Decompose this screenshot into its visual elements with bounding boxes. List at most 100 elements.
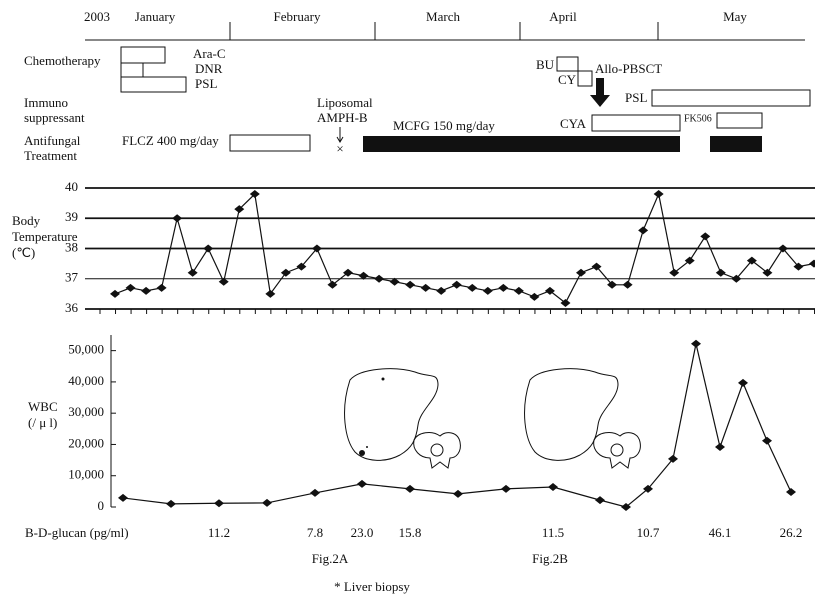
- treatment-box: [592, 115, 680, 131]
- data-point: [453, 490, 463, 498]
- data-point: [265, 290, 275, 298]
- y-tick-label: 40: [65, 179, 78, 194]
- data-point: [498, 284, 508, 292]
- data-point: [436, 287, 446, 295]
- data-point: [118, 494, 128, 502]
- data-point: [467, 284, 477, 292]
- data-point: [691, 340, 701, 348]
- glucan-value: 11.2: [208, 525, 230, 540]
- y-tick-label: 10,000: [68, 467, 104, 482]
- y-tick-label: 50,000: [68, 342, 104, 357]
- footnote: * Liver biopsy: [334, 579, 410, 594]
- drug-label: CYA: [560, 116, 587, 131]
- data-point: [595, 496, 605, 504]
- treatment-box: [121, 63, 143, 77]
- treatment-box: [652, 90, 810, 106]
- biopsy-spot: [382, 378, 385, 381]
- drug-label: DNR: [195, 61, 223, 76]
- data-point: [668, 455, 678, 463]
- y-tick-label: 30,000: [68, 404, 104, 419]
- arrow: [337, 127, 343, 142]
- glucan-value: 26.2: [780, 525, 803, 540]
- glucan-value: 23.0: [351, 525, 374, 540]
- drug-mark: ×: [336, 141, 343, 156]
- data-point: [452, 281, 462, 289]
- treatment-bar: [710, 136, 762, 152]
- y-tick-label: 39: [65, 209, 78, 224]
- data-point: [188, 269, 198, 277]
- treatment-box: [230, 135, 310, 151]
- data-point: [778, 245, 788, 253]
- data-point: [214, 499, 224, 507]
- data-point: [203, 245, 213, 253]
- drug-label: FLCZ 400 mg/day: [122, 133, 219, 148]
- data-point: [262, 499, 272, 507]
- y-axis-label: (℃): [12, 245, 35, 260]
- year: 2003: [84, 9, 110, 24]
- data-point: [809, 260, 815, 268]
- y-axis-label: WBC: [28, 399, 58, 414]
- data-point: [793, 263, 803, 271]
- data-point: [529, 293, 539, 301]
- data-point: [623, 281, 633, 289]
- drug-label: BU: [536, 57, 555, 72]
- row-label: suppressant: [24, 110, 85, 125]
- drug-label: MCFG 150 mg/day: [393, 118, 495, 133]
- data-point: [786, 488, 796, 496]
- figure: 2003 January February March April May Ch…: [0, 0, 815, 597]
- data-point: [548, 483, 558, 491]
- data-point: [762, 437, 772, 445]
- y-tick-label: 0: [98, 498, 105, 513]
- data-point: [715, 443, 725, 451]
- data-point: [514, 287, 524, 295]
- row-label: Antifungal: [24, 133, 81, 148]
- data-point: [738, 379, 748, 387]
- data-point: [638, 226, 648, 234]
- data-point: [296, 263, 306, 271]
- figure-ref: Fig.2A: [312, 551, 349, 566]
- treatment-bar: [363, 136, 680, 152]
- treatment-box: [578, 71, 592, 86]
- drug-label: PSL: [195, 76, 217, 91]
- treatment-box: [717, 113, 762, 128]
- drug-label: AMPH-B: [317, 110, 368, 125]
- data-point: [312, 245, 322, 253]
- drug-label: Allo-PBSCT: [595, 61, 662, 76]
- glucan-value: 10.7: [637, 525, 660, 540]
- data-point: [110, 290, 120, 298]
- month: April: [549, 9, 577, 24]
- y-tick-label: 36: [65, 300, 79, 315]
- month: February: [274, 9, 321, 24]
- data-line: [123, 344, 791, 507]
- y-axis-label: (/ μ l): [28, 415, 57, 430]
- row-label: Chemotherapy: [24, 53, 101, 68]
- data-point: [405, 281, 415, 289]
- data-point: [141, 287, 151, 295]
- data-point: [281, 269, 291, 277]
- data-point: [421, 284, 431, 292]
- data-point: [607, 281, 617, 289]
- data-point: [592, 263, 602, 271]
- y-tick-label: 38: [65, 239, 78, 254]
- month: March: [426, 9, 460, 24]
- month-dividers: [230, 22, 658, 40]
- glucan-label: B-D-glucan (pg/ml): [25, 525, 129, 540]
- data-point: [374, 275, 384, 283]
- treatment-box: [121, 77, 186, 92]
- data-point: [700, 232, 710, 240]
- drug-label: CY: [558, 72, 577, 87]
- figure-ref: Fig.2B: [532, 551, 568, 566]
- data-point: [157, 284, 167, 292]
- y-tick-label: 37: [65, 270, 79, 285]
- y-tick-label: 40,000: [68, 373, 104, 388]
- month: January: [135, 9, 176, 24]
- drug-label: Ara-C: [193, 46, 226, 61]
- glucan-value: 7.8: [307, 525, 323, 540]
- drug-label: Liposomal: [317, 95, 373, 110]
- row-label: Immuno: [24, 95, 68, 110]
- data-point: [483, 287, 493, 295]
- y-tick-label: 20,000: [68, 435, 104, 450]
- data-point: [166, 500, 176, 508]
- data-point: [357, 480, 367, 488]
- biopsy-spot: [359, 450, 365, 456]
